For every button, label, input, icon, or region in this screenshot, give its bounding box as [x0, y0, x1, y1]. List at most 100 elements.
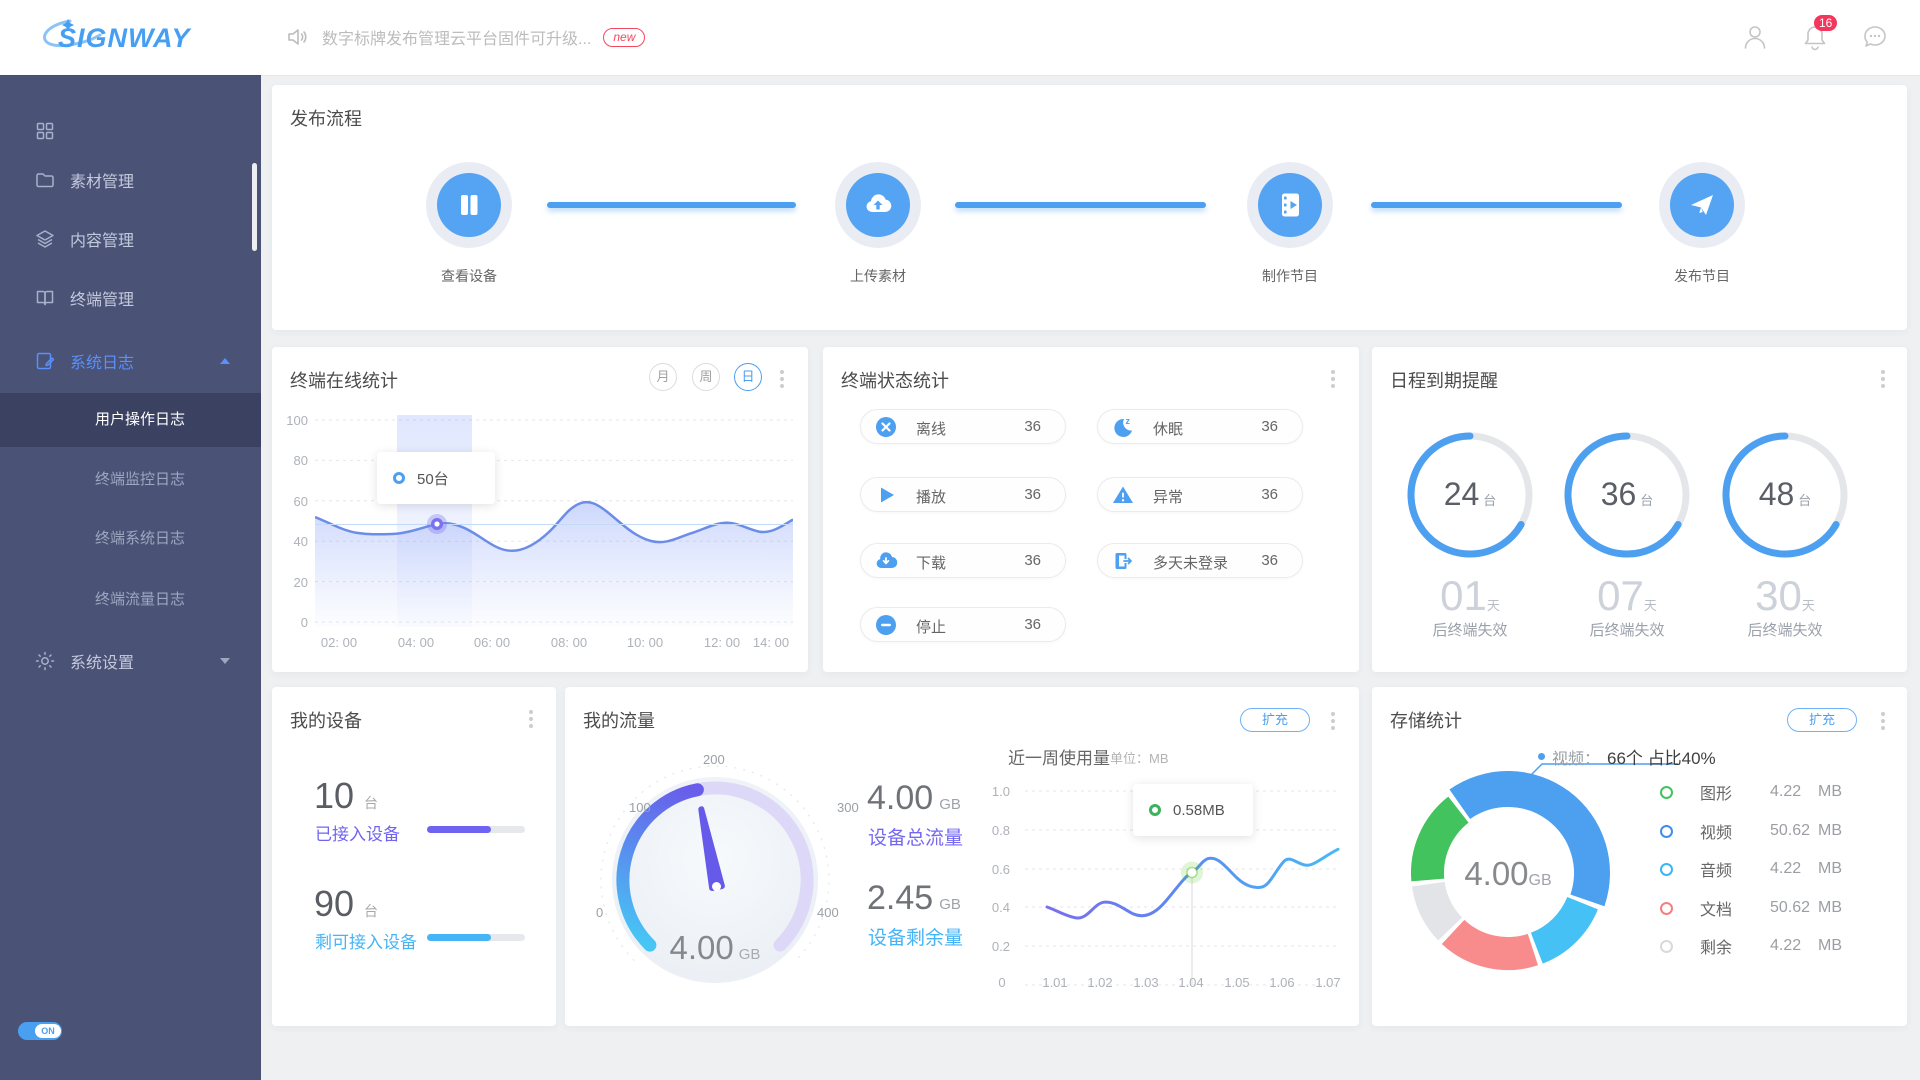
sidebar-subitem-label: 用户操作日志	[95, 411, 186, 428]
gauge-center-value: 4.00 GB	[669, 929, 761, 966]
logo-swoosh-icon	[43, 19, 102, 48]
status-pill-download[interactable]: 下载 36	[860, 543, 1066, 578]
status-pill-offline[interactable]: 离线 36	[860, 409, 1066, 444]
sidebar-subitem-label: 终端流量日志	[95, 591, 186, 608]
online-area-chart	[315, 415, 793, 627]
more-options-icon[interactable]	[1878, 367, 1888, 391]
sidebar-subitem-label: 终端系统日志	[95, 530, 186, 547]
expiry-note: 后终端失效	[1747, 622, 1823, 639]
chevron-down-icon	[220, 658, 230, 664]
sleep-moon-icon: z	[1111, 415, 1135, 439]
status-label: 停止	[916, 619, 947, 636]
tooltip-value: 50台	[417, 470, 449, 488]
y-tick: 0.6	[991, 862, 1010, 877]
sidebar-scrollbar-thumb[interactable]	[252, 163, 257, 251]
card-title: 我的设备	[290, 711, 362, 731]
storage-stats-card: 存储统计 扩充 4.00GB 视频： 66个 占比40% 图形 4.22 MB 视频…	[1372, 687, 1907, 1026]
week-chart-unit: 单位：MB	[1110, 751, 1169, 766]
filter-day-button[interactable]: 日	[734, 363, 762, 391]
sidebar-subitem-traffic-log[interactable]: 终端流量日志	[0, 573, 261, 627]
sidebar-item-dashboard[interactable]	[0, 111, 261, 151]
notification-bell-icon[interactable]: 16	[1800, 15, 1838, 52]
sidebar-subitem-user-log[interactable]: 用户操作日志	[0, 393, 261, 447]
status-value: 36	[1024, 486, 1041, 503]
sidebar-item-content[interactable]: 内容管理	[0, 219, 261, 259]
legend-ring-icon	[1660, 824, 1673, 838]
step-create-program[interactable]: 制作节目	[1230, 162, 1350, 286]
sidebar-toggle-switch[interactable]: ON	[18, 1022, 62, 1040]
stop-minus-icon	[874, 613, 898, 637]
connected-devices-bar	[427, 826, 525, 833]
expand-button[interactable]: 扩充	[1787, 708, 1857, 732]
status-pill-sleep[interactable]: z 休眠 36	[1097, 409, 1303, 444]
gauge-tick: 300	[837, 800, 859, 815]
more-options-icon[interactable]	[1328, 709, 1338, 733]
status-pill-stop[interactable]: 停止 36	[860, 607, 1066, 642]
paper-plane-icon	[1691, 195, 1713, 215]
more-options-icon[interactable]	[1878, 709, 1888, 733]
step-publish-program[interactable]: 发布节目	[1642, 162, 1762, 286]
expand-button[interactable]: 扩充	[1240, 708, 1310, 732]
status-pill-play[interactable]: 播放 36	[860, 477, 1066, 512]
more-options-icon[interactable]	[526, 707, 536, 731]
remaining-devices-bar	[427, 934, 525, 941]
device-icon	[461, 195, 478, 215]
book-icon	[34, 287, 56, 309]
y-tick: 20	[293, 575, 308, 590]
user-icon[interactable]	[1740, 22, 1770, 52]
sidebar-item-settings[interactable]: 系统设置	[0, 641, 261, 681]
logo-text: SIGNWAY	[58, 23, 191, 53]
callout-dot-icon	[1538, 753, 1545, 760]
legend-row-remaining: 剩余 4.22 MB	[1660, 936, 1890, 957]
card-title: 日程到期提醒	[1390, 371, 1498, 391]
status-pill-not-logged-in[interactable]: 多天未登录 36	[1097, 543, 1303, 578]
speaker-icon	[288, 29, 307, 45]
callout-value: 66个 占比40%	[1607, 749, 1716, 768]
announcement-bar[interactable]: 数字标牌发布管理云平台固件可升级... new	[286, 22, 646, 52]
sidebar-item-terminal[interactable]: 终端管理	[0, 278, 261, 318]
x-tick: 08: 00	[550, 635, 588, 650]
tooltip-marker-icon	[1149, 804, 1161, 816]
x-tick: 12: 00	[703, 635, 741, 650]
chart-tooltip: 50台	[377, 452, 495, 504]
message-icon[interactable]	[1860, 22, 1890, 52]
connected-devices-label: 已接入设备	[315, 825, 400, 844]
more-options-icon[interactable]	[777, 367, 787, 391]
filter-month-button[interactable]: 月	[649, 363, 677, 391]
schedule-reminder-card: 日程到期提醒 24 台 01天 后终端失效 36 台 07天 后终端失效 48 台 3…	[1372, 347, 1907, 672]
app-logo[interactable]: SIGNWAY	[40, 17, 220, 59]
upload-cloud-icon	[866, 194, 892, 213]
status-pill-abnormal[interactable]: 异常 36	[1097, 477, 1303, 512]
process-connector	[1371, 202, 1622, 208]
filter-week-button[interactable]: 周	[692, 363, 720, 391]
notification-badge: 16	[1814, 15, 1838, 31]
x-tick: 1.03	[1133, 975, 1159, 990]
step-label: 上传素材	[850, 268, 906, 284]
total-traffic-label: 设备总流量	[868, 828, 964, 849]
step-upload-material[interactable]: 上传素材	[818, 162, 938, 286]
sidebar-item-material[interactable]: 素材管理	[0, 160, 261, 200]
status-value: 36	[1261, 486, 1278, 503]
sidebar-item-systemlog[interactable]: 系统日志	[0, 341, 261, 381]
traffic-gauge-chart	[600, 765, 830, 983]
logout-door-icon	[1111, 549, 1135, 573]
legend-row-audio: 音频 4.22 MB	[1660, 859, 1890, 880]
terminal-online-card: 终端在线统计 月 周 日 100 80 60 40 20 0 50台	[272, 347, 808, 672]
status-label: 休眠	[1153, 421, 1184, 438]
sidebar-item-label: 素材管理	[70, 174, 135, 191]
x-tick: 1.01	[1042, 975, 1068, 990]
sidebar-subitem-monitor-log[interactable]: 终端监控日志	[0, 453, 261, 507]
more-options-icon[interactable]	[1328, 367, 1338, 391]
ring-count: 36	[1600, 476, 1637, 512]
status-value: 36	[1024, 552, 1041, 569]
sidebar-subitem-system-log[interactable]: 终端系统日志	[0, 512, 261, 566]
status-label: 离线	[916, 421, 947, 438]
y-tick: 40	[293, 534, 308, 549]
step-view-devices[interactable]: 查看设备	[409, 162, 529, 286]
status-label: 异常	[1153, 489, 1184, 506]
gauge-tick: 0	[596, 905, 604, 920]
announcement-text: 数字标牌发布管理云平台固件可升级...	[322, 31, 592, 48]
total-traffic-value: 4.00 GB	[867, 779, 961, 817]
legend-ring-icon	[1660, 901, 1673, 915]
remaining-traffic-label: 设备剩余量	[868, 928, 964, 949]
